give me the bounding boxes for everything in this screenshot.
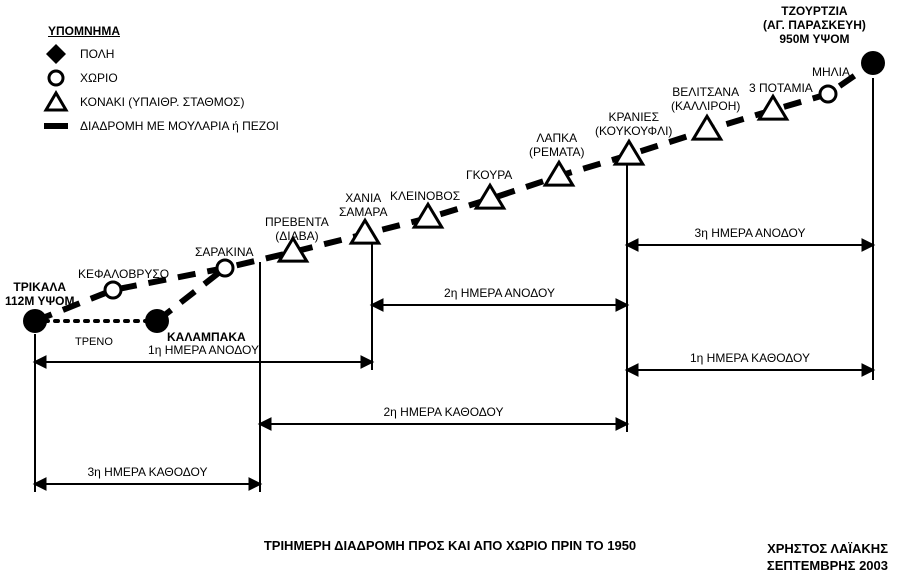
train-label: ΤΡΕΝΟ bbox=[75, 336, 113, 349]
interval-label-d3k: 3η ΗΜΕΡΑ ΚΑΘΟΔΟΥ bbox=[73, 466, 223, 480]
place-label-tzourtzia: ΤΖΟΥΡΤΖΙΑ(ΑΓ. ΠΑΡΑΣΚΕΥΗ)950Μ ΥΨΟΜ bbox=[763, 5, 866, 46]
place-label-preventa: ΠΡΕΒΕΝΤΑ(ΔΙΑΒΑ) bbox=[265, 216, 329, 244]
city-marker-trikala bbox=[23, 309, 47, 333]
legend-item-village-label: ΧΩΡΙΟ bbox=[80, 72, 118, 86]
konaki-marker-kranies bbox=[615, 141, 643, 164]
place-label-tripotamia: 3 ΠΟΤΑΜΙΑ bbox=[749, 82, 813, 96]
place-label-milia: ΜΗΛΙΑ bbox=[812, 66, 850, 80]
konaki-marker-tripotamia bbox=[759, 96, 787, 119]
place-label-lapka: ΛΑΠΚΑ(ΡΕΜΑΤΑ) bbox=[529, 132, 585, 160]
place-label-gkoura: ΓΚΟΥΡΑ bbox=[466, 169, 512, 183]
interval-label-d2u: 2η ΗΜΕΡΑ ΑΝΟΔΟΥ bbox=[425, 287, 575, 301]
place-label-kefalovryso: ΚΕΦΑΛΟΒΡΥΣΟ bbox=[78, 268, 169, 282]
caption: ΤΡΙΗΜΕΡΗ ΔΙΑΔΡΟΜΗ ΠΡΟΣ ΚΑΙ ΑΠΟ ΧΩΡΙΟ ΠΡΙ… bbox=[200, 538, 700, 553]
village-marker-kefalovryso bbox=[105, 282, 121, 298]
place-label-velitsana: ΒΕΛΙΤΣΑΝΑ(ΚΑΛΛΙΡΟΗ) bbox=[671, 86, 740, 114]
legend-item-route-label: ΔΙΑΔΡΟΜΗ ΜΕ ΜΟΥΛΑΡΙΑ ή ΠΕΖΟΙ bbox=[80, 120, 279, 134]
place-label-xania: ΧΑΝΙΑΣΑΜΑΡΑ bbox=[339, 192, 388, 220]
interval-label-d3u: 3η ΗΜΕΡΑ ΑΝΟΔΟΥ bbox=[675, 227, 825, 241]
place-label-trikala: ΤΡΙΚΑΛΑ112Μ ΥΨΟΜ bbox=[5, 281, 75, 309]
interval-label-d2k: 2η ΗΜΕΡΑ ΚΑΘΟΔΟΥ bbox=[369, 406, 519, 420]
konaki-marker-xania bbox=[351, 220, 379, 243]
city-marker-kalampaka bbox=[145, 309, 169, 333]
legend-item-city-label: ΠΟΛΗ bbox=[80, 48, 114, 62]
interval-label-d1k: 1η ΗΜΕΡΑ ΚΑΘΟΔΟΥ bbox=[675, 352, 825, 366]
legend-item-konaki-label: ΚΟΝΑΚΙ (ΥΠΑΙΘΡ. ΣΤΑΘΜΟΣ) bbox=[80, 96, 244, 110]
place-label-sarakina: ΣΑΡΑΚΙΝΑ bbox=[195, 246, 254, 260]
author-line1: ΧΡΗΣΤΟΣ ΛΑΪΑΚΗΣ bbox=[767, 541, 888, 557]
diagram-stage: ΥΠΟΜΝΗΜΑ ΠΟΛΗ ΧΩΡΙΟ ΚΟΝΑΚΙ (ΥΠΑΙΘΡ. ΣΤΑΘ… bbox=[0, 0, 908, 585]
konaki-marker-kleinovos bbox=[414, 204, 442, 227]
konaki-marker-velitsana bbox=[693, 116, 721, 139]
interval-label-d1u: 1η ΗΜΕΡΑ ΑΝΟΔΟΥ bbox=[129, 344, 279, 358]
place-label-kranies: ΚΡΑΝΙΕΣ(ΚΟΥΚΟΥΦΛΙ) bbox=[595, 111, 672, 139]
village-marker-sarakina bbox=[217, 260, 233, 276]
author-line2: ΣΕΠΤΕΜΒΡΗΣ 2003 bbox=[767, 558, 888, 574]
village-marker-milia bbox=[820, 86, 836, 102]
place-label-kleinovos: ΚΛΕΙΝΟΒΟΣ bbox=[390, 190, 460, 204]
legend-title: ΥΠΟΜΝΗΜΑ bbox=[48, 24, 120, 38]
city-marker-tzourtzia bbox=[861, 51, 885, 75]
